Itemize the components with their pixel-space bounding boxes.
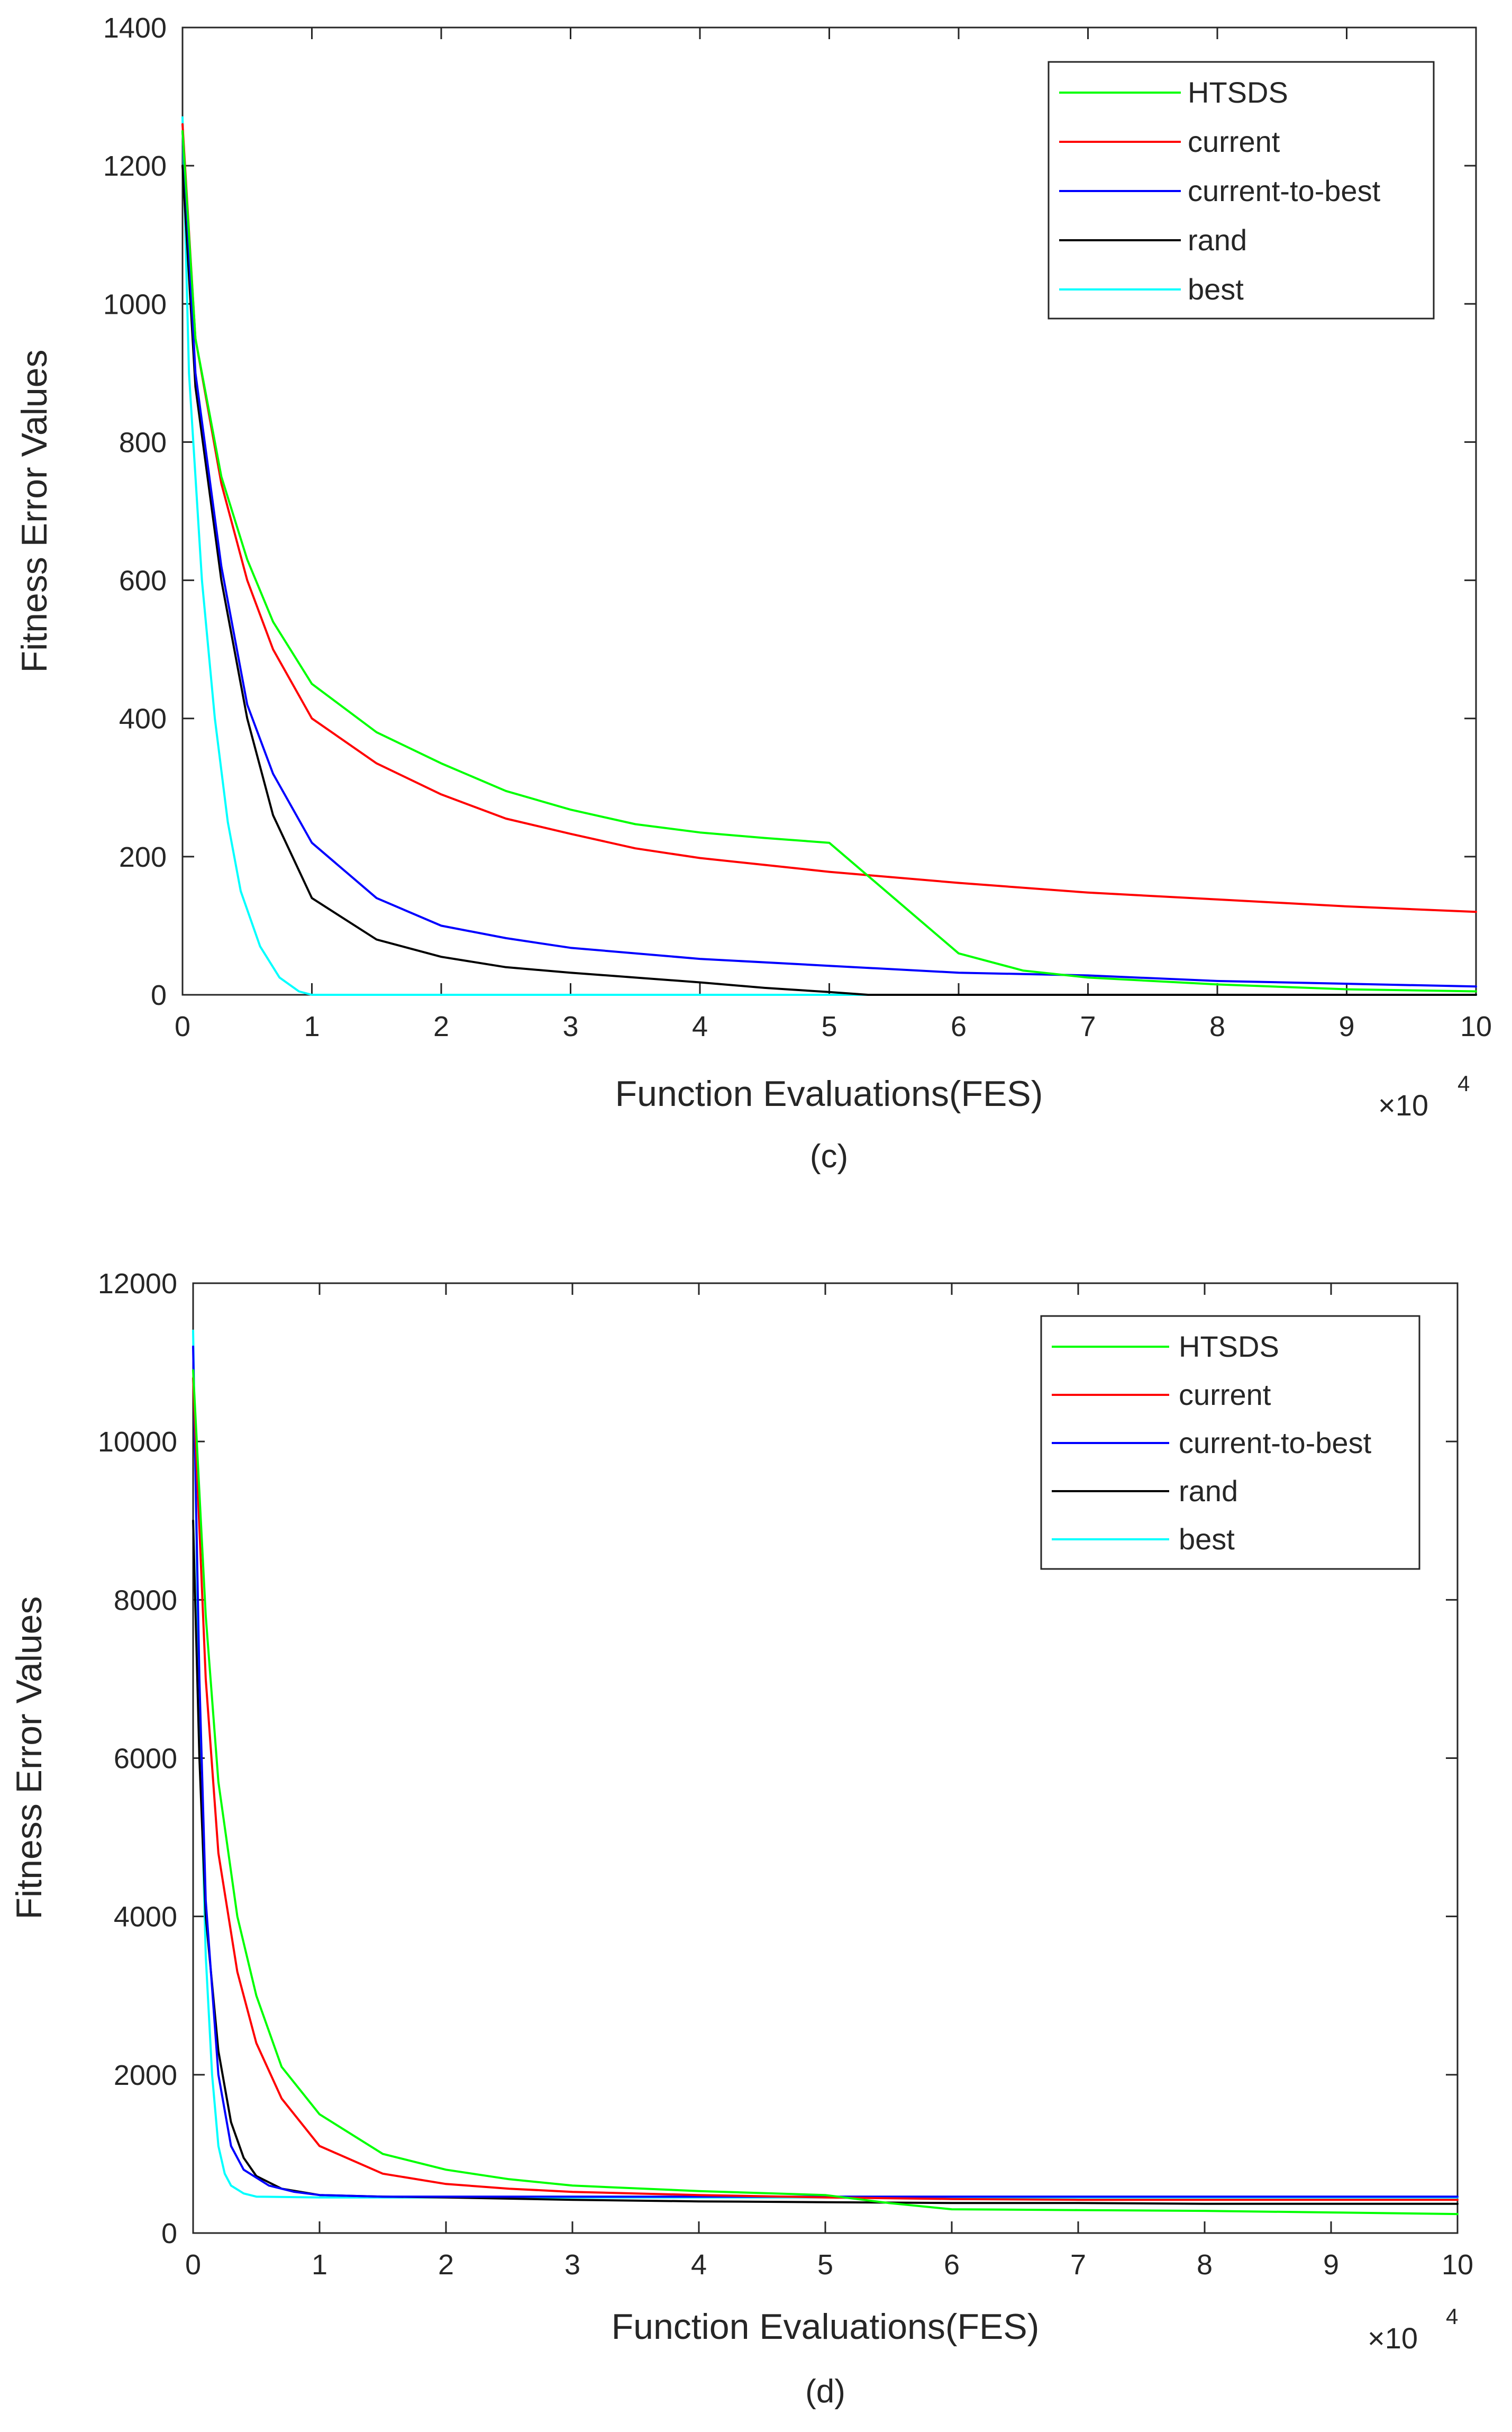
x-tick-label: 3 <box>564 2249 580 2281</box>
y-tick-label: 6000 <box>114 1743 177 1775</box>
series-line-rand <box>181 165 1477 996</box>
legend-label-rand: rand <box>1179 1474 1238 1508</box>
x-tick-label: 9 <box>1323 2249 1339 2281</box>
chart-panel-d: 0 1 2 3 4 5 6 7 8 9 10 0 2000 4000 6000 8000 10000 12000… <box>9 1268 1473 2410</box>
y-tick-label: 0 <box>161 2218 177 2249</box>
y-axis-label: Fitness Error Values <box>14 350 54 673</box>
y-tick-label: 400 <box>119 703 167 735</box>
legend: HTSDS current current-to-best rand best <box>1048 61 1435 320</box>
x-tick-label: 8 <box>1197 2249 1213 2281</box>
legend-entries: HTSDS current current-to-best rand best <box>1052 1330 1372 1556</box>
y-tick-label: 1200 <box>103 150 167 182</box>
x-tick-label: 8 <box>1209 1011 1225 1042</box>
y-tick-label: 800 <box>119 426 167 458</box>
legend-label-current: current <box>1188 125 1280 158</box>
x-multiplier-exponent: 4 <box>1446 2304 1458 2329</box>
series-line-htsds <box>181 130 1477 993</box>
legend-label-current-to-best: current-to-best <box>1179 1426 1372 1459</box>
series-lines <box>181 116 1477 996</box>
x-tick-label: 9 <box>1338 1011 1354 1042</box>
series-line-best <box>181 116 1477 996</box>
legend-label-rand: rand <box>1188 223 1247 257</box>
series-lines <box>192 1329 1459 2216</box>
legend-label-current-to-best: current-to-best <box>1188 174 1381 207</box>
legend: HTSDS current current-to-best rand best <box>1040 1315 1420 1570</box>
x-tick-labels: 0 1 2 3 4 5 6 7 8 9 10 <box>175 1011 1492 1042</box>
legend-label-htsds: HTSDS <box>1188 76 1288 109</box>
x-tick-label: 1 <box>312 2249 327 2281</box>
chart-panel-c: 0 1 2 3 4 5 6 7 8 9 10 0 200 400 600 800 1000 1200 1400 F… <box>14 12 1492 1175</box>
y-axis-label: Fitness Error Values <box>9 1596 49 1920</box>
y-tick-label: 600 <box>119 565 167 597</box>
x-tick-label: 0 <box>185 2249 201 2281</box>
y-tick-label: 0 <box>151 979 167 1011</box>
y-tick-label: 1400 <box>103 12 167 44</box>
y-tick-label: 10000 <box>98 1426 177 1458</box>
x-tick-label: 5 <box>817 2249 833 2281</box>
x-tick-label: 7 <box>1070 2249 1086 2281</box>
x-axis-label: Function Evaluations(FES) <box>615 1074 1043 1114</box>
y-tick-label: 200 <box>119 841 167 873</box>
legend-label-current: current <box>1179 1378 1271 1411</box>
x-tick-label: 5 <box>821 1011 837 1042</box>
axis-ticks <box>181 26 1477 996</box>
x-tick-label: 1 <box>304 1011 320 1042</box>
x-tick-label: 2 <box>438 2249 454 2281</box>
x-tick-label: 10 <box>1460 1011 1492 1042</box>
series-line-current-to-best <box>181 130 1477 988</box>
x-multiplier-exponent: 4 <box>1458 1071 1470 1096</box>
y-tick-label: 2000 <box>114 2059 177 2091</box>
legend-label-htsds: HTSDS <box>1179 1330 1279 1363</box>
x-tick-label: 7 <box>1080 1011 1096 1042</box>
panel-caption: (c) <box>810 1138 848 1175</box>
x-axis-multiplier: ×10 4 <box>1378 1071 1470 1122</box>
y-tick-label: 4000 <box>114 1901 177 1933</box>
x-tick-label: 6 <box>944 2249 960 2281</box>
x-tick-label: 0 <box>175 1011 190 1042</box>
legend-entries: HTSDS current current-to-best rand best <box>1059 76 1381 306</box>
x-axis-label: Function Evaluations(FES) <box>612 2307 1040 2347</box>
axis-ticks <box>192 1282 1459 2234</box>
legend-label-best: best <box>1179 1522 1235 1556</box>
x-multiplier-base: ×10 <box>1368 2321 1418 2355</box>
x-tick-label: 10 <box>1442 2249 1473 2281</box>
x-tick-label: 2 <box>433 1011 449 1042</box>
legend-label-best: best <box>1188 273 1244 306</box>
x-tick-label: 3 <box>562 1011 578 1042</box>
x-tick-labels: 0 1 2 3 4 5 6 7 8 9 10 <box>185 2249 1473 2281</box>
x-tick-label: 6 <box>951 1011 967 1042</box>
panel-caption: (d) <box>805 2373 845 2410</box>
series-line-current <box>181 123 1477 913</box>
x-axis-multiplier: ×10 4 <box>1368 2304 1458 2355</box>
y-tick-labels: 0 200 400 600 800 1000 1200 1400 <box>103 12 167 1011</box>
series-line-current <box>192 1377 1459 2201</box>
x-multiplier-base: ×10 <box>1378 1088 1428 1122</box>
y-tick-labels: 0 2000 4000 6000 8000 10000 12000 <box>98 1268 177 2249</box>
y-tick-label: 12000 <box>98 1268 177 1300</box>
y-tick-label: 1000 <box>103 288 167 320</box>
x-tick-label: 4 <box>692 1011 708 1042</box>
y-tick-label: 8000 <box>114 1584 177 1616</box>
x-tick-label: 4 <box>691 2249 707 2281</box>
series-line-htsds <box>192 1369 1459 2216</box>
